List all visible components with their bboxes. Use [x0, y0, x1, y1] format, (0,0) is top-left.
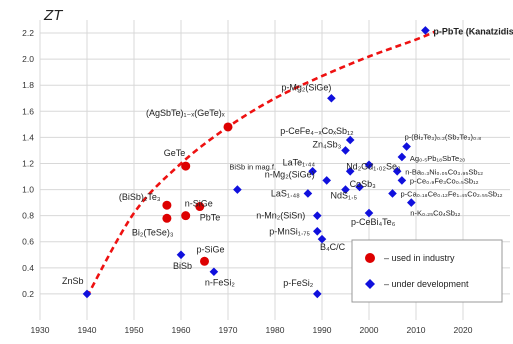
data-label: (AgSbTe)₁₋ₓ(GeTe)ₓ — [146, 108, 225, 118]
data-markers — [82, 26, 430, 299]
data-label: LaS₁.₄₈ — [271, 188, 300, 198]
development-marker — [345, 167, 355, 176]
industry-marker — [162, 213, 172, 223]
data-label: BiSb — [173, 261, 192, 271]
industry-marker — [223, 122, 233, 132]
industry-marker — [162, 200, 172, 210]
y-tick-label: 1.8 — [22, 80, 34, 90]
data-label: p-Ca₀.₁₈Ce₀.₁₂Fe₁.₄₅Co₂.₅₅Sb₁₂ — [401, 189, 503, 198]
legend-box — [351, 239, 503, 303]
data-label: n-Ba₀.₃Ni₀.₀₅Co₃.₉₅Sb₁₂ — [405, 167, 483, 176]
development-marker — [421, 26, 430, 35]
data-label: B₄C/C — [320, 242, 346, 252]
development-marker — [364, 160, 374, 170]
y-tick-label: 2.2 — [22, 28, 34, 38]
development-marker — [322, 176, 331, 185]
development-marker — [327, 93, 336, 103]
data-label: p-CeFe₄₋ₓCoₓSb₁₂ — [280, 126, 354, 136]
x-tick-label: 1930 — [31, 325, 50, 335]
x-tick-label: 1980 — [266, 325, 285, 335]
development-marker — [313, 211, 322, 220]
x-tick-label: 1950 — [125, 325, 144, 335]
legend-industry-marker — [365, 253, 375, 263]
data-label: p-FeSi₂ — [283, 278, 314, 288]
legend-label: – used in industry — [384, 253, 455, 263]
development-marker — [388, 189, 397, 198]
development-marker — [317, 234, 327, 244]
y-tick-label: 0.6 — [22, 237, 34, 247]
development-marker — [313, 227, 322, 236]
development-marker — [176, 250, 186, 260]
development-marker — [341, 185, 350, 194]
data-label: n-FeSi₂ — [205, 278, 236, 288]
data-label: LaTe₁.₄₄ — [283, 157, 316, 167]
development-marker — [308, 167, 317, 176]
x-tick-label: 2000 — [360, 325, 379, 335]
data-label: p-CeBi₄Te₆ — [351, 217, 396, 227]
data-label: p-(Bi₂Te₃)₀.₂(Sb₂Te₃)₀.₈ — [405, 133, 482, 142]
development-marker — [397, 176, 407, 185]
y-tick-label: 0.8 — [22, 211, 34, 221]
x-tick-label: 1940 — [78, 325, 97, 335]
data-label: p-MnSi₁.₇₅ — [269, 226, 310, 236]
y-tick-labels: 0.2 0.4 0.6 0.8 1.0 1.2 1.4 1.6 1.8 2.0 2.2 — [22, 28, 34, 299]
y-axis-title: ZT — [43, 7, 64, 24]
data-label: Nd₂Gd₁.₀₂Se₃ — [346, 161, 401, 171]
development-marker — [355, 182, 364, 192]
data-label: GeTe — [164, 148, 186, 158]
industry-marker — [195, 202, 205, 212]
data-label: n-Mn₂(SiSn) — [256, 211, 305, 221]
y-tick-label: 1.0 — [22, 185, 34, 195]
development-marker — [233, 185, 242, 194]
data-labels: Bi₂(TeSe)₃ (BiSb)₂Te₃ n-SiGe PbTe GeTe (AgSbT… — [62, 26, 513, 287]
data-label: CoSb₃ — [350, 179, 377, 189]
data-label: Zn₄Sb₃ — [313, 139, 342, 149]
data-label: n-SiGe — [185, 199, 213, 209]
development-marker — [82, 289, 92, 299]
development-marker — [402, 142, 411, 151]
y-tick-label: 1.2 — [22, 158, 34, 168]
data-label: BiSb in mag.f. — [229, 163, 276, 172]
x-tick-label: 2010 — [407, 325, 426, 335]
y-tick-label: 2.0 — [22, 54, 34, 64]
y-tick-label: 1.6 — [22, 106, 34, 116]
industry-marker — [200, 256, 209, 266]
data-label: n-Mg₂(SiGe) — [265, 169, 315, 179]
industry-marker — [181, 211, 191, 221]
data-label: (BiSb)₂Te₃ — [119, 192, 161, 202]
data-label: ZnSb — [62, 276, 84, 286]
legend-development-marker — [365, 279, 375, 289]
y-tick-label: 0.2 — [22, 289, 34, 299]
data-label: Bi₂(TeSe)₃ — [132, 227, 174, 237]
data-label: p-Mg₂(SiGe) — [281, 82, 331, 92]
legend: – used in industry – under development — [351, 239, 503, 303]
data-label: PbTe — [200, 213, 221, 223]
x-tick-labels: 1930 1940 1950 1960 1970 1980 1990 2000 2010 2020 — [31, 325, 473, 335]
y-tick-label: 0.4 — [22, 263, 34, 273]
development-marker — [397, 152, 407, 162]
data-label: n-K₀.₂₅Co₄Sb₁₂ — [410, 209, 460, 218]
data-label: p-SiGe — [197, 244, 225, 254]
development-marker — [364, 208, 374, 218]
development-marker — [341, 146, 350, 155]
legend-label: – under development — [384, 279, 469, 289]
data-label: p-PbTe (Kanatzidis) — [433, 26, 513, 36]
industry-marker — [181, 161, 191, 171]
development-marker — [407, 198, 416, 207]
x-tick-label: 1960 — [172, 325, 191, 335]
x-tick-label: 1970 — [219, 325, 238, 335]
trend-line — [85, 30, 436, 298]
data-label: p-Ce₀.₉Fe₃Co₀.₅Sb₁₂ — [410, 176, 479, 185]
data-label: NdS₁.₅ — [331, 191, 358, 201]
development-marker — [209, 267, 219, 277]
data-label: Ag₀.₅Pb₁₈SbTe₂₀ — [410, 154, 465, 163]
development-marker — [303, 189, 313, 198]
x-tick-label: 1990 — [313, 325, 332, 335]
y-tick-label: 1.4 — [22, 132, 34, 142]
development-marker — [313, 289, 322, 299]
development-marker — [345, 135, 355, 145]
development-marker — [392, 167, 402, 176]
x-tick-label: 2020 — [454, 325, 473, 335]
